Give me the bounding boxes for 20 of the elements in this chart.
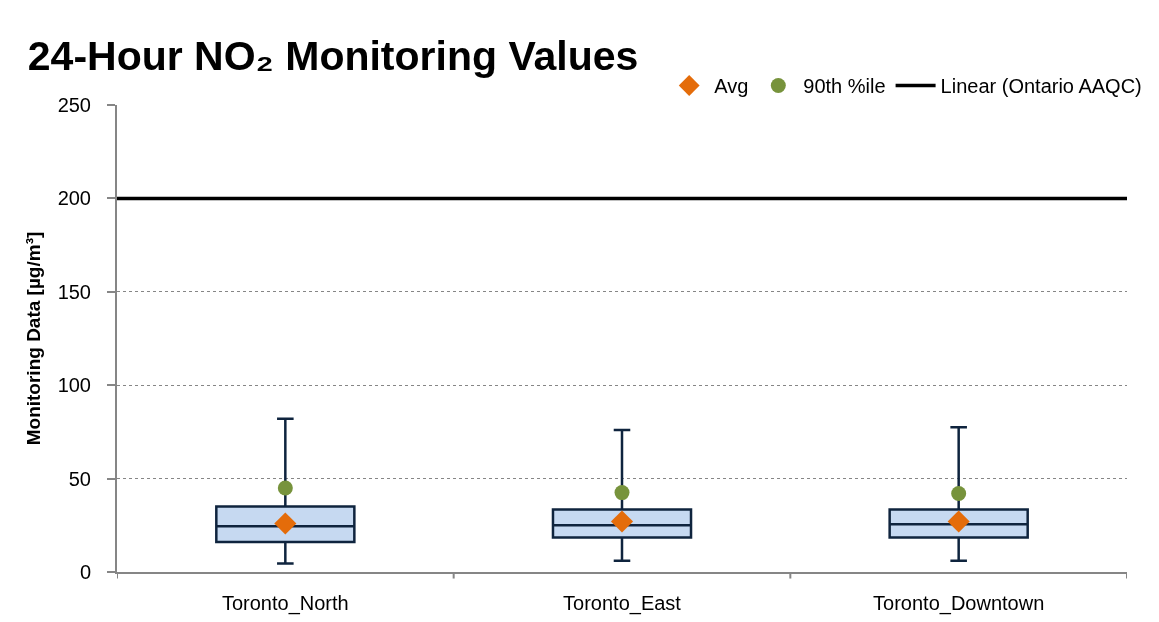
point <box>610 510 634 533</box>
point <box>277 480 293 496</box>
legend-label: Linear (Ontario AAQC) <box>940 75 1142 98</box>
y-axis-title: Monitoring Data [µg/m³] <box>22 231 44 446</box>
y-tick-label: 100 <box>57 374 91 397</box>
y-tick-label: 250 <box>57 94 91 116</box>
x-tick-label: Toronto_North <box>221 592 349 615</box>
y-tick-label: 200 <box>57 187 91 210</box>
y-tick-label: 50 <box>68 467 91 490</box>
legend-label: 90th %ile <box>803 75 886 98</box>
point <box>947 510 970 533</box>
point <box>274 512 297 535</box>
y-tick-label: 0 <box>79 561 91 583</box>
y-tick-label: 150 <box>57 280 91 303</box>
point <box>614 485 630 501</box>
x-tick-label: Toronto_Downtown <box>873 592 1045 615</box>
point <box>951 486 967 502</box>
chart-title: 24-Hour NO₂ Monitoring Values <box>27 33 639 80</box>
legend-label: Avg <box>714 75 749 98</box>
x-tick-label: Toronto_East <box>563 592 682 615</box>
